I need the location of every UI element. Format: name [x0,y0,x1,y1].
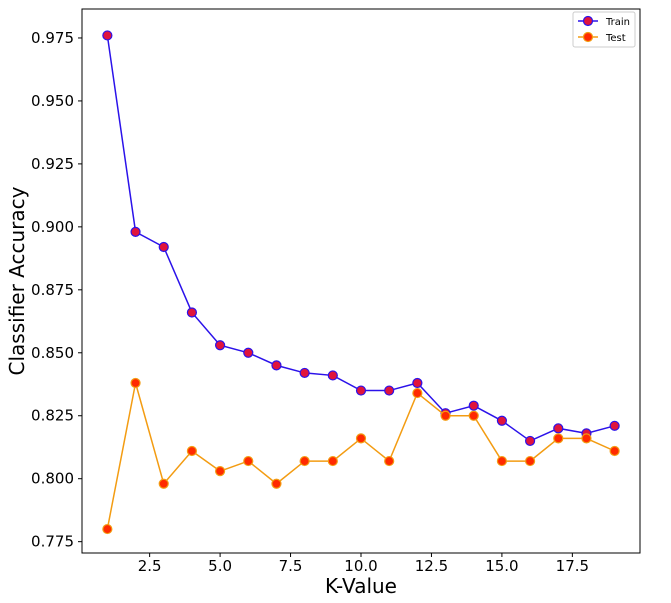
x-tick-label: 7.5 [279,557,303,575]
data-point-train [271,360,282,371]
y-tick-label: 0.900 [31,218,74,236]
data-point-train [468,400,479,411]
data-point-test [384,455,395,467]
x-tick-label: 12.5 [415,557,448,575]
y-tick-label: 0.850 [31,344,74,362]
y-tick-label: 0.825 [31,407,74,425]
y-tick-label: 0.950 [31,92,74,110]
y-tick-label: 0.925 [31,155,74,173]
y-tick-label: 0.800 [31,470,74,488]
x-tick-label: 17.5 [556,557,589,575]
data-point-test [581,433,592,444]
data-point-train [299,367,310,379]
x-axis-ticks: 2.5 5.0 7.5 10.0 12.5 15.0 17.5 [138,553,589,575]
x-axis-label: K-Value [325,574,397,598]
data-point-test [102,523,113,535]
data-point-test [496,455,508,467]
data-point-test [158,478,169,489]
data-point-test [609,445,620,457]
data-point-train [412,377,423,389]
data-point-test [243,455,254,467]
series-layer [102,30,620,535]
y-axis-label: Classifier Accuracy [5,186,29,375]
data-point-test [553,433,564,444]
data-point-test [271,478,282,489]
data-point-train [524,435,536,447]
data-point-train [384,385,395,396]
legend-test-marker [582,31,594,43]
data-point-train [186,307,198,318]
legend-test-label: Test [605,33,626,44]
legend-train-marker [582,15,594,27]
data-point-train [355,385,367,396]
series-test [102,377,620,535]
x-tick-label: 10.0 [344,557,377,575]
x-tick-label: 15.0 [485,557,518,575]
data-point-train [327,370,338,381]
data-point-test [412,387,423,399]
plot-area [81,8,641,554]
y-tick-label: 0.975 [31,29,74,47]
data-point-train [130,226,141,237]
data-point-train [158,241,169,253]
data-point-train [553,423,564,434]
x-tick-label: 2.5 [138,557,162,575]
data-point-train [214,340,226,351]
data-point-test [299,455,310,467]
y-tick-label: 0.775 [31,533,74,551]
y-tick-label: 0.875 [31,281,74,299]
data-point-test [524,455,536,467]
data-point-test [355,433,367,444]
data-point-train [609,420,620,431]
x-tick-label: 5.0 [208,557,232,575]
legend: Train Test [572,11,636,48]
data-point-test [440,410,451,421]
series-train [102,30,620,447]
data-point-test [214,466,226,477]
data-point-train [102,30,113,41]
data-point-test [327,455,338,467]
data-point-train [496,415,508,426]
data-point-test [468,410,479,421]
data-point-test [130,377,141,389]
data-point-test [186,445,198,457]
legend-train-label: Train [605,17,630,28]
data-point-train [243,347,254,358]
y-axis-ticks: 0.775 0.800 0.825 0.850 0.875 0.900 0.925 0.950… [31,29,82,551]
